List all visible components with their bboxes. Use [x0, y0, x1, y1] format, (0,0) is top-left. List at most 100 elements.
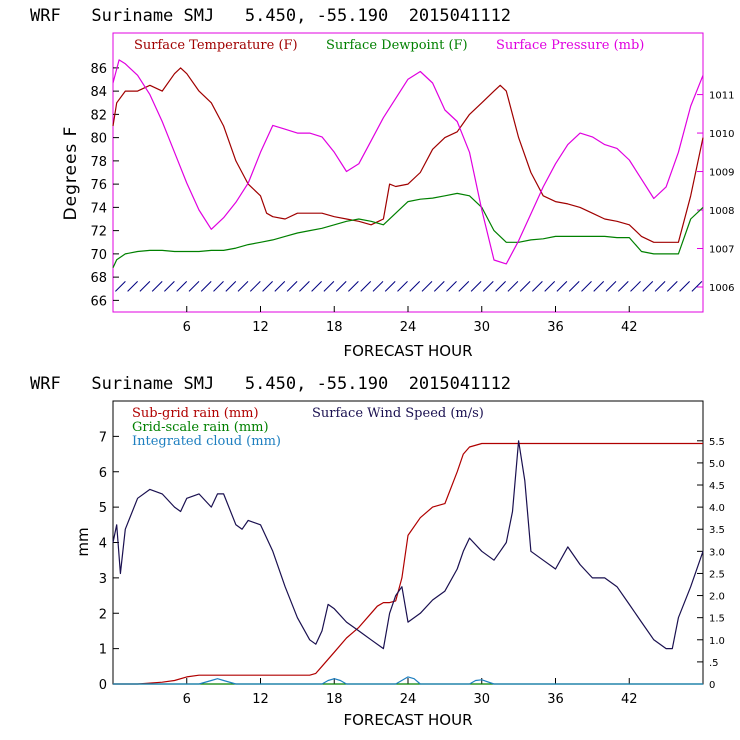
surface-temperature-line	[112, 67, 704, 243]
y-tick-label: 74	[90, 201, 107, 216]
x-tick-label: 24	[400, 692, 417, 707]
wind-barb	[482, 281, 494, 292]
y-tick-label: 68	[90, 271, 107, 286]
right-tick-label: 1008	[709, 206, 734, 217]
y-tick-label: 66	[90, 294, 107, 309]
y-tick-label: 2	[99, 607, 107, 622]
temperature-x-ticks: 6 12 18 24 30 36 42	[183, 306, 638, 335]
wind-barb	[360, 281, 372, 292]
temperature-panel-title: WRF Suriname SMJ 5.450, -55.190 20150411…	[30, 6, 511, 26]
x-tick-label: 30	[473, 692, 490, 707]
wind-barb	[642, 281, 654, 292]
wind-barb	[323, 281, 335, 292]
right-tick-label: 5.0	[709, 459, 725, 470]
wind-barb	[654, 281, 666, 292]
y-tick-label: 72	[90, 225, 107, 240]
wind-barb	[188, 281, 200, 292]
wind-barb	[495, 281, 506, 292]
y-tick-label: 3	[99, 572, 107, 587]
right-tick-label: 3.0	[709, 547, 725, 558]
right-tick-label: 3.5	[709, 525, 725, 536]
y-tick-label: 78	[90, 155, 107, 170]
wind-barb	[617, 281, 629, 292]
wind-barb	[139, 281, 151, 292]
x-tick-label: 12	[252, 320, 269, 335]
wind-barb	[176, 281, 188, 292]
wind-barbs	[115, 281, 703, 292]
wind-barb	[421, 281, 433, 292]
wind-barb	[666, 281, 678, 292]
x-tick-label: 42	[621, 320, 638, 335]
legend-integrated-cloud: Integrated cloud (mm)	[132, 434, 281, 449]
wind-barb	[151, 281, 163, 292]
precipitation-y-ticks: 0 1 2 3 4 5 6 7	[99, 430, 119, 693]
wind-barb	[568, 281, 580, 292]
sub-grid-rain-line	[113, 442, 703, 685]
wind-barb	[164, 281, 175, 292]
x-tick-label: 18	[326, 692, 343, 707]
wind-barb	[274, 281, 286, 292]
precipitation-panel: WRF Suriname SMJ 5.450, -55.190 20150411…	[30, 374, 725, 729]
x-tick-label: 24	[400, 320, 417, 335]
integrated-cloud-line	[113, 676, 703, 685]
wind-barb	[544, 281, 556, 292]
wind-barb	[262, 281, 273, 292]
wind-barb	[605, 281, 617, 292]
right-tick-label: 1007	[709, 245, 734, 256]
temperature-plot-frame	[112, 32, 704, 313]
right-tick-label: .5	[709, 658, 719, 669]
surface-wind-speed-line	[112, 440, 704, 650]
temperature-y-axis-label: Degrees F	[61, 126, 81, 221]
wind-speed-right-ticks: 0 .5 1.0 1.5 2.0 2.5 3.0 3.5 4.0 4.5 5.0 5.5	[697, 437, 725, 691]
y-tick-label: 7	[99, 430, 107, 445]
y-tick-label: 76	[90, 178, 107, 193]
wind-barb	[630, 281, 641, 292]
x-tick-label: 12	[252, 692, 269, 707]
right-tick-label: 4.5	[709, 481, 725, 492]
wind-barb	[115, 281, 126, 292]
pressure-right-ticks: 1006 1007 1008 1009 1010 1011	[697, 91, 734, 294]
wind-barb	[286, 281, 298, 292]
wind-barb	[335, 281, 347, 292]
right-tick-label: 1009	[709, 168, 734, 179]
wind-barb	[691, 281, 703, 292]
x-tick-label: 36	[547, 320, 564, 335]
right-tick-label: 1010	[709, 129, 734, 140]
right-tick-label: 1011	[709, 91, 734, 102]
legend-surface-wind-speed: Surface Wind Speed (m/s)	[312, 406, 484, 421]
wind-barb	[409, 281, 421, 292]
y-tick-label: 86	[90, 62, 107, 77]
wind-barb	[311, 281, 322, 292]
wind-barb	[593, 281, 605, 292]
wind-barb	[213, 281, 224, 292]
temperature-series	[112, 59, 704, 269]
right-tick-label: 2.0	[709, 592, 725, 603]
wind-barb	[372, 281, 384, 292]
wind-barb	[384, 281, 396, 292]
legend-sub-grid-rain: Sub-grid rain (mm)	[132, 406, 259, 421]
wind-barb	[299, 281, 310, 292]
wind-barb	[446, 281, 457, 292]
wind-barb	[348, 281, 359, 292]
surface-pressure-line	[112, 59, 704, 265]
y-tick-label: 0	[99, 678, 107, 693]
right-tick-label: 1.5	[709, 614, 725, 625]
wind-barb	[532, 281, 543, 292]
wind-barb	[433, 281, 445, 292]
x-tick-label: 18	[326, 320, 343, 335]
precipitation-panel-title: WRF Suriname SMJ 5.450, -55.190 20150411…	[30, 374, 511, 394]
wind-barb	[470, 281, 482, 292]
right-tick-label: 0	[709, 680, 715, 691]
precipitation-x-ticks: 6 12 18 24 30 36 42	[183, 678, 638, 707]
wind-barb	[679, 281, 690, 292]
right-tick-label: 2.5	[709, 569, 725, 580]
right-tick-label: 5.5	[709, 437, 725, 448]
y-tick-label: 4	[99, 537, 107, 552]
temperature-y-ticks: 66 68 70 72 74 76 78 80 82 84 86	[90, 62, 119, 309]
legend-surface-dewpoint: Surface Dewpoint (F)	[326, 38, 468, 53]
y-tick-label: 1	[99, 643, 107, 658]
wind-barb	[249, 281, 261, 292]
wind-barb	[225, 281, 237, 292]
temperature-x-axis-label: FORECAST HOUR	[343, 342, 472, 360]
